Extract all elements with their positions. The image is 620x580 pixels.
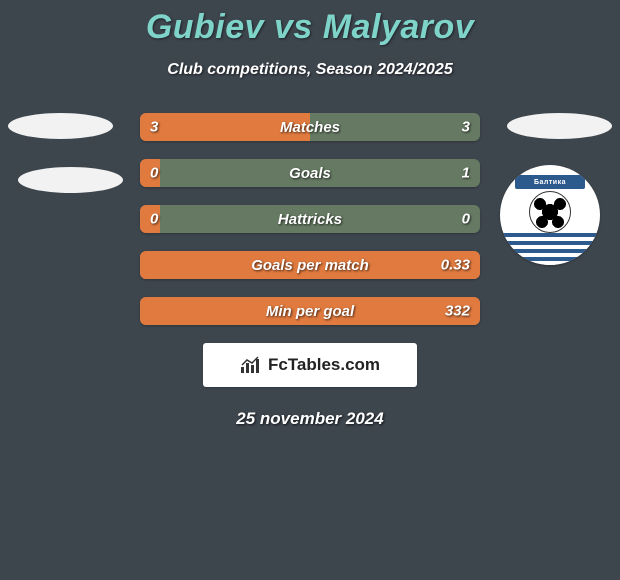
stat-value-left: 3: [150, 119, 158, 136]
stat-value-right: 332: [445, 303, 470, 320]
watermark-text: FcTables.com: [268, 355, 380, 375]
stat-label: Hattricks: [278, 211, 342, 228]
club-badge-banner: Балтика: [515, 175, 585, 189]
stat-row: Min per goal 332: [140, 297, 480, 325]
stat-value-right: 0.33: [441, 257, 470, 274]
watermark-chart-icon: [240, 355, 262, 375]
player-left-avatar-placeholder-1: [8, 113, 113, 139]
page-subtitle: Club competitions, Season 2024/2025: [0, 61, 620, 79]
player-right-avatar-placeholder: [507, 113, 612, 139]
player-left-avatar-placeholder-2: [18, 167, 123, 193]
stat-row: 0 Goals 1: [140, 159, 480, 187]
stat-row: 3 Matches 3: [140, 113, 480, 141]
page-title: Gubiev vs Malyarov: [0, 8, 620, 47]
stat-value-right: 0: [462, 211, 470, 228]
date-label: 25 november 2024: [0, 409, 620, 429]
stat-row: 0 Hattricks 0: [140, 205, 480, 233]
comparison-card: Gubiev vs Malyarov Club competitions, Se…: [0, 0, 620, 429]
stat-label: Goals per match: [251, 257, 369, 274]
club-badge-right: Балтика: [500, 165, 600, 265]
club-badge-ball-icon: [529, 191, 571, 233]
stat-label: Matches: [280, 119, 340, 136]
stat-label: Min per goal: [266, 303, 354, 320]
stat-row: Goals per match 0.33: [140, 251, 480, 279]
stats-area: Балтика 3 Matches 3 0 Goals 1 0 Hattricks 0 Goals…: [0, 113, 620, 429]
stat-value-right: 3: [462, 119, 470, 136]
stat-value-left: 0: [150, 165, 158, 182]
club-badge-waves: [500, 233, 600, 265]
club-badge-text: Балтика: [534, 179, 566, 186]
stat-value-right: 1: [462, 165, 470, 182]
stat-value-left: 0: [150, 211, 158, 228]
watermark[interactable]: FcTables.com: [203, 343, 417, 387]
stat-rows: 3 Matches 3 0 Goals 1 0 Hattricks 0 Goals per mat…: [140, 113, 480, 325]
stat-label: Goals: [289, 165, 331, 182]
